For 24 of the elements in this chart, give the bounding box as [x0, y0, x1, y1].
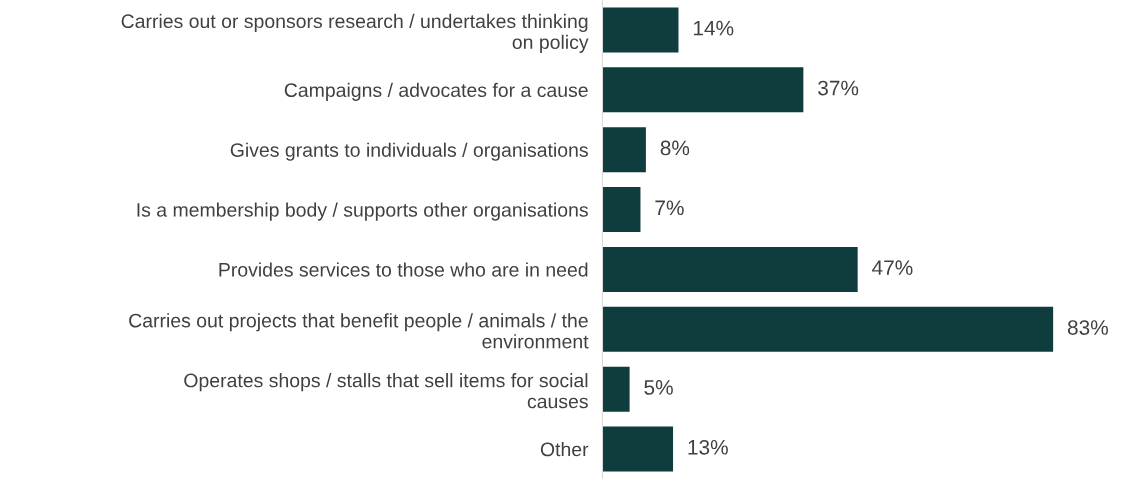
- data-label: 7%: [655, 200, 684, 216]
- data-label: 5%: [644, 380, 673, 395]
- bar: [602, 366, 630, 412]
- data-label: 47%: [872, 260, 913, 275]
- y-tick-label: Provides services to those who are in need: [219, 262, 588, 277]
- bar: [602, 187, 641, 233]
- y-tick-label: Gives grants to individuals / organisations: [230, 142, 588, 161]
- y-tick-label: Operates shops / stalls that sell items for social causes: [184, 373, 588, 409]
- bar: [602, 426, 674, 472]
- data-label: 37%: [818, 80, 859, 96]
- y-tick-label: Is a membership body / supports other organisations: [137, 202, 588, 221]
- bar: [602, 127, 646, 173]
- y-tick-label: Campaigns / advocates for a cause: [284, 82, 588, 101]
- data-label: 13%: [688, 439, 728, 455]
- y-tick-label: Other: [540, 442, 589, 457]
- data-label: 83%: [1067, 320, 1108, 335]
- bar: [602, 246, 858, 292]
- data-label: 14%: [693, 20, 734, 36]
- bar: [602, 306, 1054, 352]
- y-tick-label: Carries out or sponsors research / undertakes thinking on policy: [121, 13, 589, 53]
- y-tick-label: Carries out projects that benefit people / animals / the environment: [129, 313, 589, 349]
- data-label: 8%: [660, 140, 690, 156]
- bar: [602, 67, 804, 113]
- bar: [602, 7, 679, 53]
